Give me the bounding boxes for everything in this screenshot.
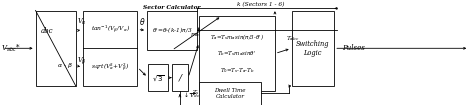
Text: $\sqrt{3}$: $\sqrt{3}$ <box>152 73 164 83</box>
Text: Pulses: Pulses <box>342 44 365 52</box>
Text: $\alpha$ - $\beta$: $\alpha$ - $\beta$ <box>56 61 73 70</box>
Text: m$_a$: m$_a$ <box>190 31 200 39</box>
Text: T$_b$=T$_s$m$_a$sin$\theta$': T$_b$=T$_s$m$_a$sin$\theta$' <box>218 49 256 58</box>
Text: sqrt(V$_\alpha^2$+V$_\beta^2$): sqrt(V$_\alpha^2$+V$_\beta^2$) <box>91 61 129 73</box>
Text: Switching
Logic: Switching Logic <box>296 40 329 57</box>
Bar <box>148 64 168 91</box>
Bar <box>83 10 137 86</box>
Text: Dwell Time
Calculator: Dwell Time Calculator <box>214 88 246 99</box>
Bar <box>292 10 334 86</box>
Text: T$_{abc}$: T$_{abc}$ <box>286 34 299 43</box>
Text: /: / <box>178 73 182 82</box>
Text: Sector Calculator: Sector Calculator <box>143 5 201 10</box>
Text: $\theta$: $\theta$ <box>139 16 146 27</box>
Text: tan$^{-1}$(V$_\beta$/V$_\alpha$): tan$^{-1}$(V$_\beta$/V$_\alpha$) <box>91 24 130 35</box>
Text: T$_s$: T$_s$ <box>192 89 201 97</box>
Text: $\downarrow$V$_{dc}$: $\downarrow$V$_{dc}$ <box>182 91 201 100</box>
Text: V$_{abc}$*: V$_{abc}$* <box>1 43 20 54</box>
Bar <box>147 10 197 50</box>
Text: abc: abc <box>41 27 53 35</box>
Text: T$_a$=T$_s$m$_a$sin($\pi$/3-$\theta$'): T$_a$=T$_s$m$_a$sin($\pi$/3-$\theta$') <box>210 32 264 42</box>
Text: T$_0$=T$_s$-T$_a$-T$_b$: T$_0$=T$_s$-T$_a$-T$_b$ <box>219 66 255 75</box>
Bar <box>199 82 261 105</box>
Bar <box>172 64 188 91</box>
Bar <box>36 10 76 86</box>
Text: V$_\alpha$: V$_\alpha$ <box>77 16 87 27</box>
Text: V$_\beta$: V$_\beta$ <box>77 56 87 67</box>
Text: k (Sectors 1 - 6): k (Sectors 1 - 6) <box>237 2 284 7</box>
Text: $\theta$'=$\theta$-(k-1)$\pi$/3: $\theta$'=$\theta$-(k-1)$\pi$/3 <box>152 26 192 35</box>
Bar <box>199 16 275 91</box>
